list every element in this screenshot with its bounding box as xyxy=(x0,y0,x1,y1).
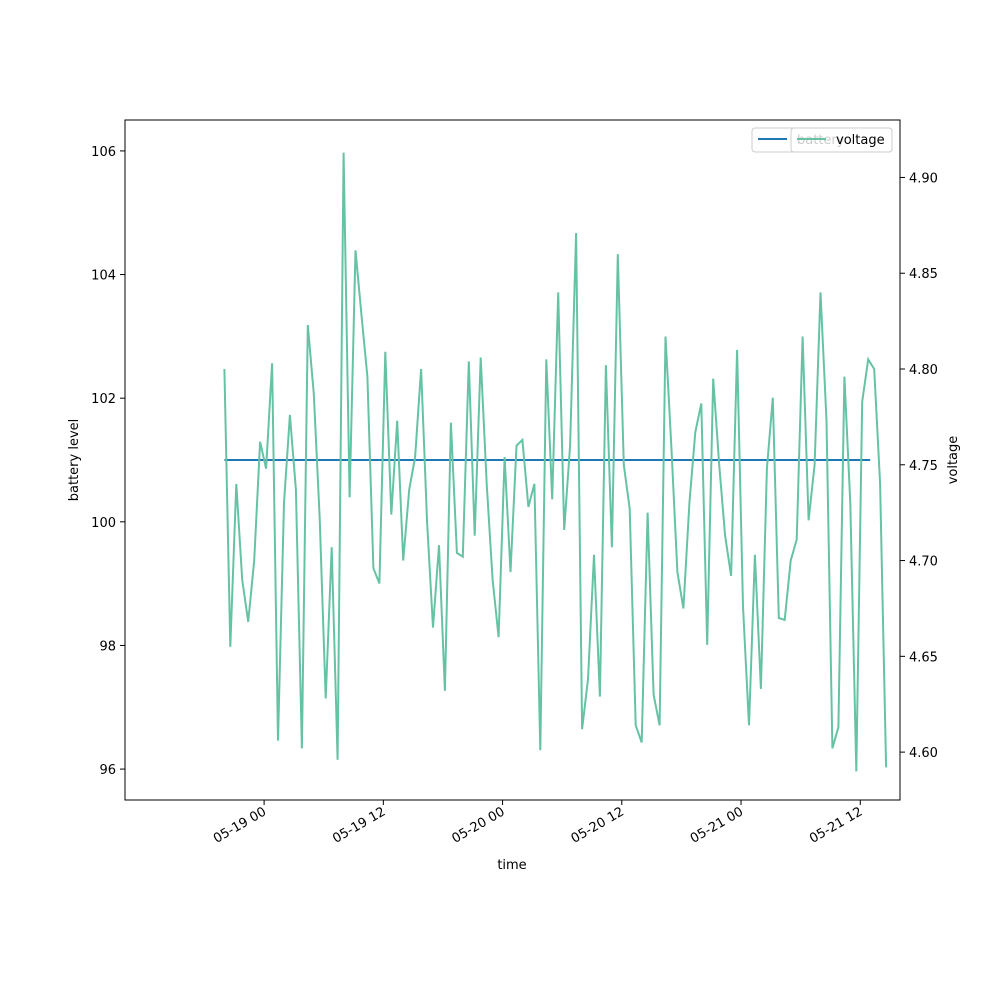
x-tick-label: 05-20 12 xyxy=(569,804,627,846)
y2-axis-label: voltage xyxy=(946,436,961,485)
x-axis-label: time xyxy=(497,858,526,873)
y-tick-label: 98 xyxy=(99,639,116,654)
plot-frame xyxy=(124,119,901,801)
y2-tick-label: 4.65 xyxy=(909,650,938,665)
y2-tick-label: 4.60 xyxy=(909,746,938,761)
legend-voltage-label: voltage xyxy=(836,133,885,148)
x-tick-label: 05-19 12 xyxy=(330,804,388,846)
y2-tick-label: 4.85 xyxy=(909,267,938,282)
y-axis-left: 96 98 100 102 104 106 xyxy=(91,145,125,778)
y2-tick-label: 4.75 xyxy=(909,459,938,474)
y-tick-label: 106 xyxy=(91,145,116,160)
y2-tick-label: 4.70 xyxy=(909,555,938,570)
y2-tick-label: 4.90 xyxy=(909,171,938,186)
y2-tick-label: 4.80 xyxy=(909,363,938,378)
x-axis: 05-19 00 05-19 12 05-20 00 05-20 12 05-21 00… xyxy=(211,800,865,847)
y-tick-label: 96 xyxy=(99,763,116,778)
y-tick-label: 100 xyxy=(91,516,116,531)
legend-right-box xyxy=(790,127,893,153)
series-line-voltage xyxy=(223,152,888,772)
x-tick-label: 05-19 00 xyxy=(211,804,269,846)
series-layer xyxy=(223,152,888,772)
y-axis-right: 4.60 4.65 4.70 4.75 4.80 4.85 4.90 xyxy=(900,171,938,761)
y-axis-label: battery level xyxy=(67,419,82,502)
x-tick-label: 05-21 00 xyxy=(688,804,746,846)
x-tick-label: 05-21 12 xyxy=(807,804,865,846)
y-tick-label: 104 xyxy=(91,269,116,284)
legend-right: voltage xyxy=(790,127,893,153)
x-tick-label: 05-20 00 xyxy=(449,804,507,846)
y-tick-label: 102 xyxy=(91,392,116,407)
